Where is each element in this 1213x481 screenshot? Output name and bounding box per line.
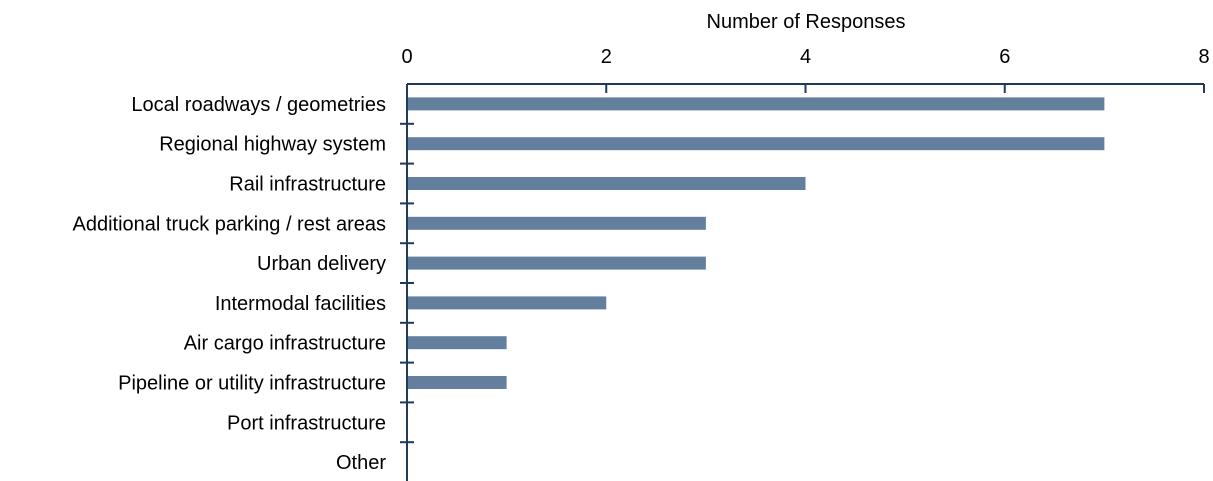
bar xyxy=(407,137,1105,151)
category-label: Additional truck parking / rest areas xyxy=(73,213,387,235)
bar xyxy=(407,177,806,190)
x-tick-label: 2 xyxy=(601,46,612,68)
bar xyxy=(407,336,507,350)
category-labels: Local roadways / geometries Regional high… xyxy=(73,94,387,474)
category-label: Regional highway system xyxy=(159,134,386,156)
bar xyxy=(407,296,607,310)
category-label: Urban delivery xyxy=(257,253,386,275)
bar xyxy=(407,256,706,270)
x-tick-label: 8 xyxy=(1198,46,1209,68)
category-label: Other xyxy=(336,452,386,474)
bars xyxy=(407,97,1105,389)
x-tick-label: 0 xyxy=(401,46,412,68)
category-label: Air cargo infrastructure xyxy=(184,333,386,355)
bar xyxy=(407,376,507,389)
x-axis-ticks: 0 2 4 6 8 xyxy=(401,46,1210,93)
category-label: Intermodal facilities xyxy=(215,293,386,315)
bar xyxy=(407,97,1105,111)
category-label: Rail infrastructure xyxy=(229,174,386,196)
category-label: Port infrastructure xyxy=(227,412,386,434)
category-label: Local roadways / geometries xyxy=(131,94,386,116)
x-axis-title: Number of Responses xyxy=(707,11,906,33)
axes xyxy=(400,83,1204,481)
bar xyxy=(407,216,706,230)
x-tick-label: 4 xyxy=(800,46,811,68)
x-tick-label: 6 xyxy=(999,46,1010,68)
category-label: Pipeline or utility infrastructure xyxy=(118,373,386,395)
